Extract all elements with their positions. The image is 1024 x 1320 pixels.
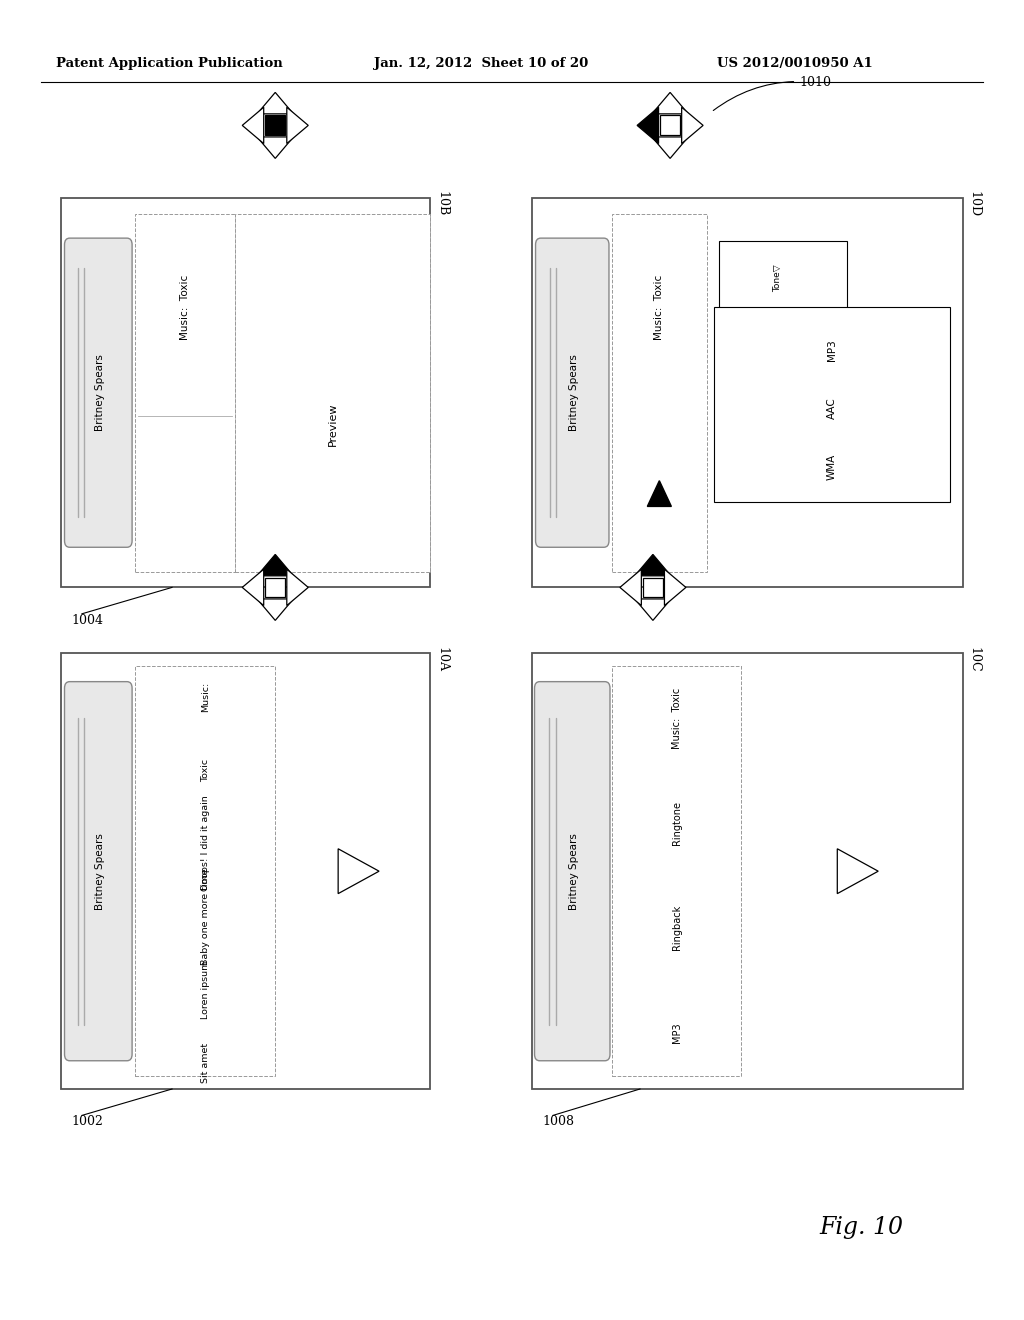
Text: Tone▽: Tone▽ [772,264,781,292]
Text: Sit amet: Sit amet [201,1043,210,1082]
Text: Ringback: Ringback [672,906,682,950]
FancyBboxPatch shape [612,667,741,1076]
FancyBboxPatch shape [715,308,950,502]
Polygon shape [652,92,688,114]
Text: Baby one more time: Baby one more time [201,869,210,965]
Polygon shape [660,115,680,135]
Text: Preview: Preview [328,403,337,446]
Polygon shape [635,599,671,620]
FancyBboxPatch shape [532,198,963,587]
Polygon shape [635,554,671,576]
Text: 10D: 10D [968,191,981,218]
Polygon shape [838,849,879,894]
Polygon shape [257,92,294,114]
Polygon shape [647,480,672,507]
Text: Music:  Toxic: Music: Toxic [654,275,665,339]
Text: 1010: 1010 [714,75,831,111]
Text: MP3: MP3 [672,1022,682,1043]
Polygon shape [287,569,308,606]
Text: 1004: 1004 [72,614,103,627]
Text: 1002: 1002 [72,1115,103,1129]
Text: Britney Spears: Britney Spears [95,833,104,909]
FancyBboxPatch shape [61,653,430,1089]
FancyBboxPatch shape [536,238,609,548]
Polygon shape [243,107,264,144]
Text: Music:: Music: [201,682,210,711]
Polygon shape [257,137,294,158]
FancyBboxPatch shape [135,667,275,1076]
Text: AAC: AAC [827,397,837,420]
Text: Music:  Toxic: Music: Toxic [672,688,682,750]
Text: Patent Application Publication: Patent Application Publication [56,57,283,70]
Text: Ooops! I did it again: Ooops! I did it again [201,796,210,891]
FancyBboxPatch shape [65,238,132,548]
Text: Fig. 10: Fig. 10 [819,1216,903,1239]
FancyBboxPatch shape [61,198,430,587]
Text: 10A: 10A [435,647,449,672]
Text: MP3: MP3 [827,339,837,360]
Polygon shape [287,107,308,144]
Text: Music:  Toxic: Music: Toxic [180,275,189,339]
Text: 10B: 10B [435,191,449,216]
Polygon shape [257,554,294,576]
Polygon shape [265,578,285,597]
Text: US 2012/0010950 A1: US 2012/0010950 A1 [717,57,872,70]
Polygon shape [620,569,641,606]
Polygon shape [643,578,663,597]
FancyBboxPatch shape [135,214,234,572]
Text: Ringtone: Ringtone [672,801,682,845]
Text: 1008: 1008 [543,1115,574,1129]
Polygon shape [652,137,688,158]
Text: Britney Spears: Britney Spears [569,354,579,432]
Polygon shape [257,599,294,620]
Text: Jan. 12, 2012  Sheet 10 of 20: Jan. 12, 2012 Sheet 10 of 20 [374,57,588,70]
Polygon shape [637,107,658,144]
Polygon shape [243,569,264,606]
Polygon shape [682,107,703,144]
FancyBboxPatch shape [720,240,848,314]
Text: WMA: WMA [827,454,837,479]
FancyBboxPatch shape [532,653,963,1089]
FancyBboxPatch shape [612,214,707,572]
Text: Toxic: Toxic [201,759,210,781]
Text: Loren ipsum: Loren ipsum [201,961,210,1019]
Text: 10C: 10C [968,647,981,672]
FancyBboxPatch shape [535,681,610,1061]
Polygon shape [265,115,285,135]
FancyBboxPatch shape [234,214,430,572]
Text: Britney Spears: Britney Spears [95,354,104,432]
Polygon shape [338,849,379,894]
FancyBboxPatch shape [65,681,132,1061]
Polygon shape [665,569,686,606]
Text: Britney Spears: Britney Spears [569,833,579,909]
